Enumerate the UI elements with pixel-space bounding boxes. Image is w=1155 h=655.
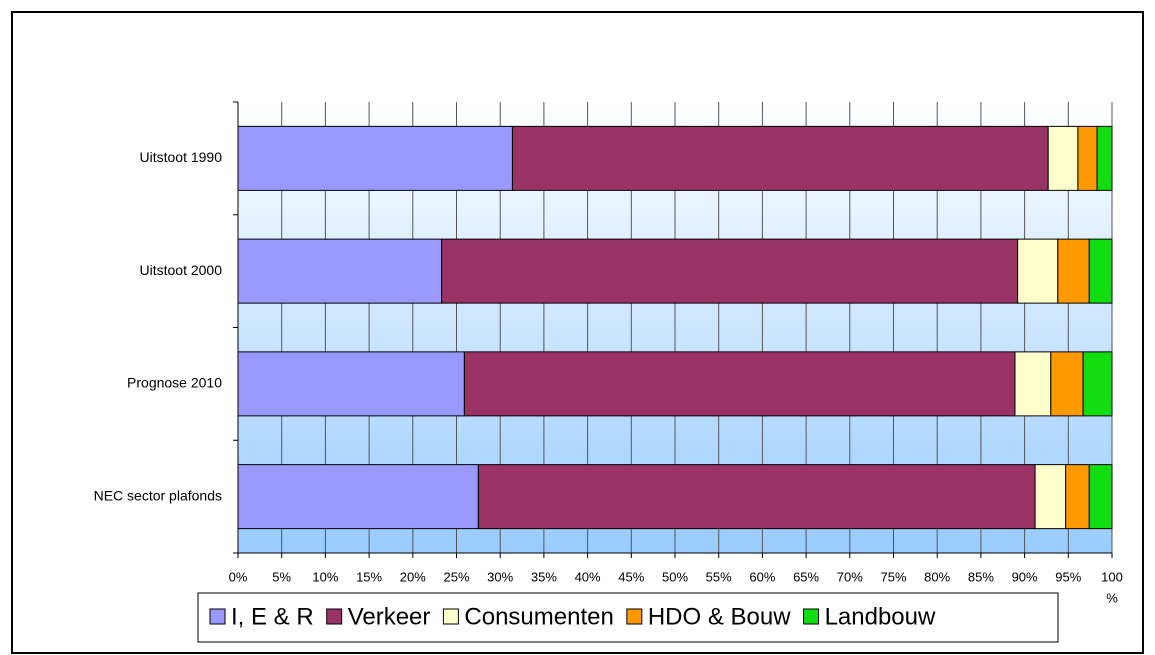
bar-segment <box>511 125 1049 191</box>
bar-segment <box>237 125 513 191</box>
bar-segment <box>1047 125 1079 191</box>
y-tick-label: NEC sector plafonds <box>94 487 222 503</box>
x-tick-label: 55% <box>706 569 732 584</box>
legend-label: Verkeer <box>348 603 431 630</box>
bar-segment <box>1017 238 1059 304</box>
legend-label: HDO & Bouw <box>648 603 791 630</box>
bar-segment <box>477 464 1036 530</box>
x-tick-label: 15% <box>356 569 382 584</box>
x-tick-label: 65% <box>793 569 819 584</box>
x-tick-label: 25% <box>443 569 469 584</box>
bar-segment <box>1057 238 1090 304</box>
x-tick-label: 50% <box>662 569 688 584</box>
x-tick-label: 60% <box>749 569 775 584</box>
x-tick-label: 30% <box>487 569 513 584</box>
legend-swatch <box>442 608 459 625</box>
legend-swatch <box>209 608 226 625</box>
x-axis-label: % <box>1106 590 1118 605</box>
bar-segment <box>1088 464 1113 530</box>
legend-swatch <box>326 608 343 625</box>
x-tick-label: 90% <box>1012 569 1038 584</box>
x-tick-label: 40% <box>575 569 601 584</box>
x-tick-label: 70% <box>837 569 863 584</box>
x-tick-label: 35% <box>531 569 557 584</box>
y-tick-label: Uitstoot 2000 <box>140 262 223 278</box>
bar-segment <box>441 238 1019 304</box>
bar-segment <box>1050 351 1084 417</box>
legend-label: Consumenten <box>464 603 613 630</box>
x-tick-label: 75% <box>880 569 906 584</box>
y-tick-label: Prognose 2010 <box>127 375 222 391</box>
bar-segment <box>1077 125 1098 191</box>
x-tick-label: 100 <box>1101 569 1123 584</box>
bar-segment <box>1096 125 1113 191</box>
x-tick-label: 45% <box>618 569 644 584</box>
bar-segment <box>1014 351 1052 417</box>
x-tick-label: 0% <box>229 569 248 584</box>
legend-label: I, E & R <box>231 603 314 630</box>
bar-segment <box>1088 238 1113 304</box>
bar-segment <box>463 351 1016 417</box>
x-tick-label: 20% <box>400 569 426 584</box>
bar-segment <box>1034 464 1067 530</box>
x-tick-label: 10% <box>312 569 338 584</box>
legend-swatch <box>803 608 820 625</box>
legend-swatch <box>626 608 643 625</box>
bar-segment <box>237 238 443 304</box>
x-tick-label: 5% <box>272 569 291 584</box>
bar-segment <box>237 351 465 417</box>
bar-segment <box>237 464 479 530</box>
x-tick-label: 85% <box>968 569 994 584</box>
legend-label: Landbouw <box>825 603 936 630</box>
x-tick-label: 80% <box>924 569 950 584</box>
y-tick-label: Uitstoot 1990 <box>140 149 223 165</box>
bar-segment <box>1082 351 1113 417</box>
bar-segment <box>1065 464 1090 530</box>
x-tick-label: 95% <box>1055 569 1081 584</box>
